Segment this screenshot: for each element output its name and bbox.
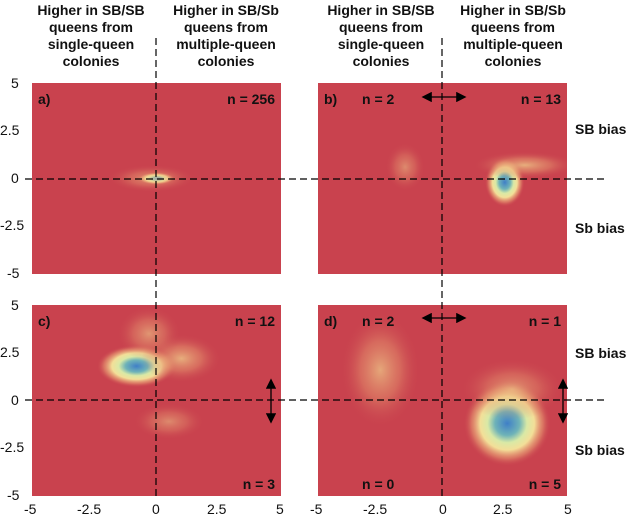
heatmap-c bbox=[96, 306, 222, 440]
density-blob-c-2 bbox=[117, 306, 181, 362]
x-tick-left-2.5: 2.5 bbox=[207, 501, 227, 517]
y-tick-top-2.5: 2.5 bbox=[0, 122, 20, 138]
x-tick-right-neg5: -5 bbox=[310, 501, 323, 517]
panel-letter-a: a) bbox=[38, 91, 51, 107]
header-right-multiple-queen: Higher in SB/Sb queens from multiple-que… bbox=[460, 2, 566, 69]
x-tick-right-0: 0 bbox=[439, 501, 447, 517]
count-top-left-d: n = 2 bbox=[362, 313, 395, 329]
count-bottom-right-c: n = 3 bbox=[242, 476, 275, 492]
sb-bias-label-bottom-2: Sb bias bbox=[575, 442, 625, 458]
y-tick-top-neg5: -5 bbox=[7, 265, 20, 281]
x-tick-right-5: 5 bbox=[564, 501, 572, 517]
y-tick-bottom-2.5: 2.5 bbox=[0, 344, 20, 360]
sb-bias-label-bottom: Sb bias bbox=[575, 220, 625, 236]
header-right-single-queen: Higher in SB/SB queens from single-queen… bbox=[327, 2, 435, 69]
x-tick-left-neg2.5: -2.5 bbox=[77, 501, 102, 517]
density-blob-b-1 bbox=[472, 151, 567, 179]
x-tick-right-neg2.5: -2.5 bbox=[363, 501, 388, 517]
count-top-left-b: n = 2 bbox=[362, 91, 395, 107]
count-bottom-right-d: n = 5 bbox=[528, 476, 561, 492]
panel-letter-c: c) bbox=[38, 313, 51, 329]
y-tick-bottom-5: 5 bbox=[11, 297, 19, 313]
sb-bias-label-top-2: SB bias bbox=[575, 345, 627, 361]
panel-letter-b: b) bbox=[324, 91, 338, 107]
header-left-single-queen: Higher in SB/SB queens from single-queen… bbox=[37, 2, 145, 69]
count-top-right-a: n = 256 bbox=[227, 91, 275, 107]
count-top-right-c: n = 12 bbox=[234, 313, 275, 329]
y-tick-top-0: 0 bbox=[11, 170, 19, 186]
density-blob-d-2 bbox=[460, 358, 565, 420]
y-tick-bottom-neg2.5: -2.5 bbox=[0, 439, 25, 455]
density-blob-c-3 bbox=[133, 403, 205, 440]
count-bottom-left-d: n = 0 bbox=[362, 476, 395, 492]
count-top-right-b: n = 13 bbox=[520, 91, 561, 107]
y-tick-top-neg2.5: -2.5 bbox=[0, 217, 25, 233]
y-tick-bottom-0: 0 bbox=[11, 392, 19, 408]
x-tick-left-5: 5 bbox=[276, 501, 284, 517]
x-tick-left-0: 0 bbox=[152, 501, 160, 517]
x-tick-left-neg5: -5 bbox=[24, 501, 37, 517]
count-top-right-d: n = 1 bbox=[528, 313, 561, 329]
y-tick-top-5: 5 bbox=[11, 75, 19, 91]
heatmap-d bbox=[340, 311, 565, 467]
sb-bias-label-top: SB bias bbox=[575, 121, 627, 137]
x-tick-right-2.5: 2.5 bbox=[493, 501, 513, 517]
header-left-multiple-queen: Higher in SB/Sb queens from multiple-que… bbox=[173, 2, 279, 69]
panel-letter-d: d) bbox=[324, 313, 338, 329]
density-blob-d-1 bbox=[340, 311, 421, 429]
y-tick-bottom-neg5: -5 bbox=[7, 487, 20, 503]
